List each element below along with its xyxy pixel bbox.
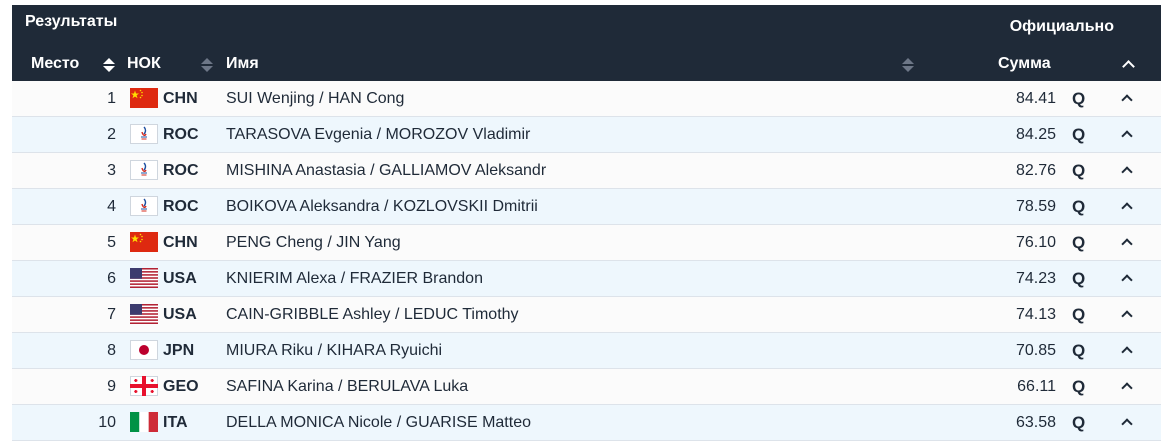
rank-cell: 10 <box>98 414 116 431</box>
result-row-8[interactable]: 8 JPN MIURA Riku / KIHARA Ryuichi 70.85 … <box>12 333 1161 369</box>
expand-row-chevron-up-icon[interactable] <box>1121 130 1133 142</box>
athlete-names[interactable]: SUI Wenjing / HAN Cong <box>226 90 405 107</box>
expand-row-chevron-up-icon[interactable] <box>1121 238 1133 250</box>
athlete-names[interactable]: MISHINA Anastasia / GALLIAMOV Aleksandr <box>226 162 547 179</box>
result-row-4[interactable]: 4 ROC BOIKOVA Aleksandra / KOZLOVSKII Dm… <box>12 189 1161 225</box>
result-row-9[interactable]: 9 GEO SAFINA Karina / BERULAVA Luka 66.1… <box>12 369 1161 405</box>
rank-cell: 4 <box>107 198 116 215</box>
rank-cell: 9 <box>107 378 116 395</box>
sort-noc-icon[interactable] <box>201 58 213 74</box>
athlete-names[interactable]: CAIN-GRIBBLE Ashley / LEDUC Timothy <box>226 306 519 323</box>
results-title: Результаты <box>25 13 118 30</box>
result-row-7[interactable]: 7 USA CAIN-GRIBBLE Ashley / LEDUC Timoth… <box>12 297 1161 333</box>
results-rows: 1 CHN SUI Wenjing / HAN Cong 84.41 Q 2 R… <box>12 81 1161 441</box>
athlete-names[interactable]: BOIKOVA Aleksandra / KOZLOVSKII Dmitrii <box>226 198 538 215</box>
noc-code: ROC <box>163 126 199 143</box>
rank-cell: 6 <box>107 270 116 287</box>
china-flag-icon <box>130 88 158 108</box>
noc-code: CHN <box>163 234 198 251</box>
total-score: 74.13 <box>1015 306 1056 323</box>
column-header-noc[interactable]: НОК <box>127 55 161 72</box>
official-status: Официально <box>1009 18 1114 35</box>
qualified-badge: Q <box>1072 341 1086 360</box>
results-table: Результаты Официально Место НОК Имя Сумм… <box>12 5 1161 441</box>
total-score: 84.25 <box>1015 126 1056 143</box>
athlete-names[interactable]: PENG Cheng / JIN Yang <box>226 234 401 251</box>
qualified-badge: Q <box>1072 197 1086 216</box>
china-flag-icon <box>130 232 158 252</box>
italy-flag-icon <box>130 412 158 432</box>
qualified-badge: Q <box>1072 377 1086 396</box>
roc-flag-icon <box>130 196 158 216</box>
noc-code: USA <box>163 306 197 323</box>
noc-code: CHN <box>163 90 198 107</box>
sort-rank-icon[interactable] <box>103 58 115 74</box>
athlete-names[interactable]: MIURA Riku / KIHARA Ryuichi <box>226 342 443 359</box>
expand-row-chevron-up-icon[interactable] <box>1121 166 1133 178</box>
total-score: 66.11 <box>1017 378 1056 395</box>
result-row-10[interactable]: 10 ITA DELLA MONICA Nicole / GUARISE Mat… <box>12 405 1161 441</box>
athlete-names[interactable]: KNIERIM Alexa / FRAZIER Brandon <box>226 270 483 287</box>
total-score: 78.59 <box>1015 198 1056 215</box>
result-row-3[interactable]: 3 ROC MISHINA Anastasia / GALLIAMOV Alek… <box>12 153 1161 189</box>
qualified-badge: Q <box>1072 305 1086 324</box>
qualified-badge: Q <box>1072 269 1086 288</box>
total-score: 76.10 <box>1015 234 1056 251</box>
qualified-badge: Q <box>1072 161 1086 180</box>
noc-code: ROC <box>163 162 199 179</box>
rank-cell: 3 <box>107 162 116 179</box>
athlete-names[interactable]: SAFINA Karina / BERULAVA Luka <box>226 378 469 395</box>
expand-row-chevron-up-icon[interactable] <box>1121 274 1133 286</box>
rank-cell: 8 <box>107 342 116 359</box>
expand-row-chevron-up-icon[interactable] <box>1121 94 1133 106</box>
column-header-total[interactable]: Сумма <box>998 55 1051 72</box>
total-score: 74.23 <box>1015 270 1056 287</box>
rank-cell: 2 <box>107 126 116 143</box>
athlete-names[interactable]: DELLA MONICA Nicole / GUARISE Matteo <box>226 414 531 431</box>
total-score: 82.76 <box>1015 162 1056 179</box>
athlete-names[interactable]: TARASOVA Evgenia / MOROZOV Vladimir <box>226 126 531 143</box>
georgia-flag-icon <box>130 376 158 396</box>
roc-flag-icon <box>130 160 158 180</box>
column-header-rank[interactable]: Место <box>31 55 80 72</box>
rank-cell: 7 <box>107 306 116 323</box>
expand-row-chevron-up-icon[interactable] <box>1121 418 1133 430</box>
noc-code: ITA <box>163 414 188 431</box>
expand-row-chevron-up-icon[interactable] <box>1121 346 1133 358</box>
column-header-name[interactable]: Имя <box>226 55 259 72</box>
qualified-badge: Q <box>1072 125 1086 144</box>
usa-flag-icon <box>130 304 158 324</box>
expand-row-chevron-up-icon[interactable] <box>1121 382 1133 394</box>
noc-code: GEO <box>163 378 199 395</box>
noc-code: USA <box>163 270 197 287</box>
qualified-badge: Q <box>1072 233 1086 252</box>
japan-flag-icon <box>130 340 158 360</box>
noc-code: ROC <box>163 198 199 215</box>
roc-flag-icon <box>130 124 158 144</box>
result-row-6[interactable]: 6 USA KNIERIM Alexa / FRAZIER Brandon 74… <box>12 261 1161 297</box>
result-row-5[interactable]: 5 CHN PENG Cheng / JIN Yang 76.10 Q <box>12 225 1161 261</box>
expand-row-chevron-up-icon[interactable] <box>1121 202 1133 214</box>
total-score: 63.58 <box>1015 414 1056 431</box>
results-header: Результаты Официально Место НОК Имя Сумм… <box>12 5 1161 81</box>
rank-cell: 5 <box>107 234 116 251</box>
result-row-1[interactable]: 1 CHN SUI Wenjing / HAN Cong 84.41 Q <box>12 81 1161 117</box>
total-score: 70.85 <box>1015 342 1056 359</box>
expand-row-chevron-up-icon[interactable] <box>1121 310 1133 322</box>
qualified-badge: Q <box>1072 89 1086 108</box>
rank-cell: 1 <box>107 90 116 107</box>
usa-flag-icon <box>130 268 158 288</box>
qualified-badge: Q <box>1072 413 1086 432</box>
sort-name-icon[interactable] <box>902 58 914 74</box>
result-row-2[interactable]: 2 ROC TARASOVA Evgenia / MOROZOV Vladimi… <box>12 117 1161 153</box>
total-score: 84.41 <box>1015 90 1056 107</box>
collapse-all-chevron-up-icon[interactable] <box>1122 60 1135 73</box>
noc-code: JPN <box>163 342 195 359</box>
